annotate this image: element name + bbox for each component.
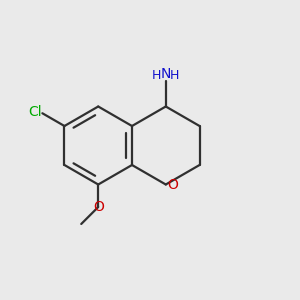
- Text: H: H: [169, 69, 179, 82]
- Text: Cl: Cl: [28, 105, 42, 119]
- Text: O: O: [167, 178, 178, 192]
- Text: N: N: [160, 67, 171, 81]
- Text: O: O: [93, 200, 104, 214]
- Text: H: H: [152, 69, 161, 82]
